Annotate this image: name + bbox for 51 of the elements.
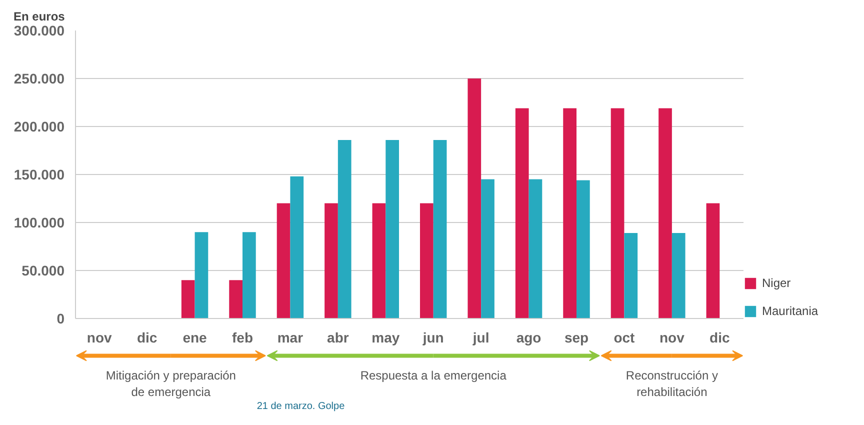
text: 21 de marzo. Golpe (256, 400, 346, 412)
legend-label: Mauritania (762, 304, 818, 318)
bar (563, 108, 576, 318)
bar (386, 140, 400, 318)
bar (672, 233, 686, 318)
y-tick-label: 0 (56, 310, 65, 326)
y-tick-label: 150.000 (14, 166, 65, 182)
bar (242, 232, 256, 318)
text: Reconstrucción y rehabilitación (626, 368, 718, 399)
bar (658, 108, 672, 318)
bar (610, 108, 624, 318)
y-tick-label: 300.000 (14, 22, 65, 38)
bar (324, 203, 338, 318)
y-tick-label: 100.000 (14, 214, 65, 230)
x-tick-label: feb (232, 330, 253, 346)
x-tick-label: may (372, 330, 400, 346)
bar (290, 176, 304, 318)
bar (624, 233, 638, 318)
legend-label: Niger (762, 276, 791, 290)
bar (194, 232, 208, 318)
text: Mitigación y preparación de emergencia (106, 368, 236, 399)
bar (433, 140, 447, 318)
x-tick-label: abr (327, 330, 350, 346)
x-tick-label: ene (182, 330, 208, 346)
y-tick-label: 50.000 (22, 262, 65, 278)
x-tick-label: jun (422, 330, 444, 346)
bar (528, 179, 542, 318)
bar (276, 203, 290, 318)
bar (181, 280, 195, 318)
x-tick-label: nov (659, 330, 685, 346)
bar (576, 180, 590, 318)
x-tick-label: dic (710, 330, 730, 346)
x-tick-label: ago (516, 330, 542, 346)
text: Respuesta a la emergencia (360, 368, 507, 383)
bar (481, 179, 494, 318)
bar (468, 78, 482, 318)
bar (338, 140, 352, 318)
bar (372, 203, 386, 318)
y-tick-label: 200.000 (14, 118, 65, 134)
bar (706, 203, 720, 318)
x-tick-label: dic (136, 330, 158, 346)
bar (229, 280, 242, 318)
x-tick-label: oct (614, 330, 636, 346)
bar (420, 203, 434, 318)
x-tick-label: jul (472, 330, 490, 346)
x-tick-label: sep (564, 330, 589, 346)
x-tick-label: nov (86, 330, 112, 346)
y-axis-title: En euros (14, 10, 66, 24)
bar (515, 108, 529, 318)
x-tick-label: mar (277, 330, 304, 346)
y-tick-label: 250.000 (14, 70, 65, 86)
